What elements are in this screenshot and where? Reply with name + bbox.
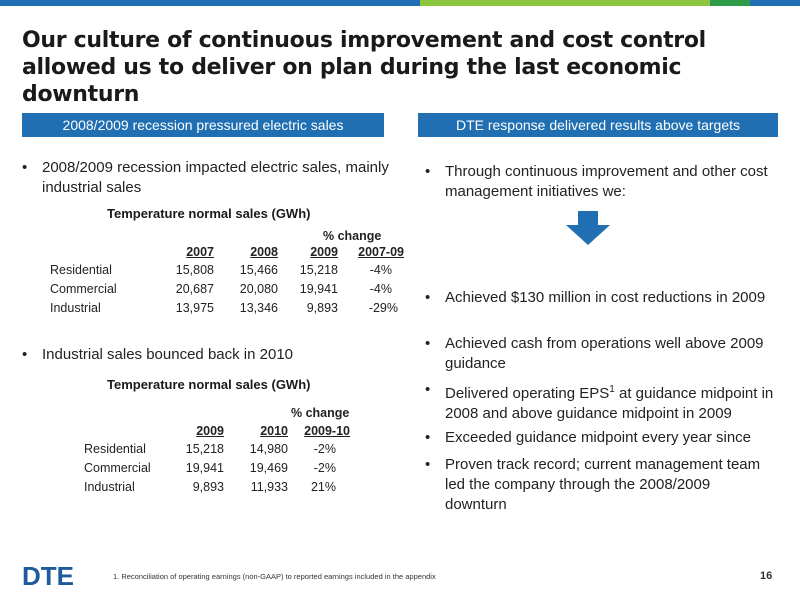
table-row: Industrial 9,893 11,933 21%: [84, 480, 336, 494]
table-row: Industrial 13,975 13,346 9,893 -29%: [50, 301, 398, 315]
right-bullet-3: • Delivered operating EPS1 at guidance mi…: [425, 381, 774, 422]
col-header: 2007: [186, 245, 214, 259]
col-header: 2008: [250, 245, 278, 259]
table2-header-row: 2009 2010 2009-10: [84, 423, 350, 440]
table-row: Residential 15,218 14,980 -2%: [84, 442, 336, 456]
table1: 2007 2008 2009 2007-09 Residential 15,80…: [50, 244, 404, 318]
page-title: Our culture of continuous improvement an…: [22, 28, 706, 107]
table2-title: Temperature normal sales (GWh): [107, 377, 311, 392]
col-header: 2010: [260, 424, 288, 438]
left-bullet-1: • 2008/2009 recession impacted electric s…: [22, 159, 389, 196]
col-header: 2009: [196, 424, 224, 438]
right-bullet-5: • Proven track record; current management…: [425, 456, 761, 513]
right-bullet-4: • Exceeded guidance midpoint every year s…: [425, 429, 752, 446]
top-color-bar: [0, 0, 800, 6]
svg-text:DTE: DTE: [22, 563, 74, 589]
table1-title: Temperature normal sales (GWh): [107, 206, 311, 221]
table2: 2009 2010 2009-10 Residential 15,218 14,…: [84, 423, 350, 497]
left-section-header: 2008/2009 recession pressured electric s…: [22, 113, 384, 137]
footnote-ref: 1: [609, 384, 615, 395]
left-bullet-2: • Industrial sales bounced back in 2010: [22, 346, 294, 363]
footnote: 1. Reconciliation of operating earnings …: [113, 572, 436, 581]
dte-logo: DTE: [22, 563, 74, 589]
table1-change-label: % change: [323, 229, 382, 243]
right-intro-bullet: • Through continuous improvement and othe…: [425, 163, 768, 200]
col-header: 2007-09: [358, 245, 404, 259]
down-arrow-icon: [566, 211, 610, 245]
table-row: Commercial 19,941 19,469 -2%: [84, 461, 336, 475]
table-row: Residential 15,808 15,466 15,218 -4%: [50, 263, 392, 277]
col-header: 2009: [310, 245, 338, 259]
right-bullet-1: • Achieved $130 million in cost reduction…: [425, 289, 766, 306]
col-header: 2009-10: [304, 424, 350, 438]
table1-header-row: 2007 2008 2009 2007-09: [50, 244, 404, 261]
right-section-header: DTE response delivered results above tar…: [418, 113, 778, 137]
right-bullet-2: • Achieved cash from operations well abov…: [425, 335, 764, 372]
table-row: Commercial 20,687 20,080 19,941 -4%: [50, 282, 392, 296]
table2-change-label: % change: [291, 406, 350, 420]
page-number: 16: [760, 570, 773, 582]
